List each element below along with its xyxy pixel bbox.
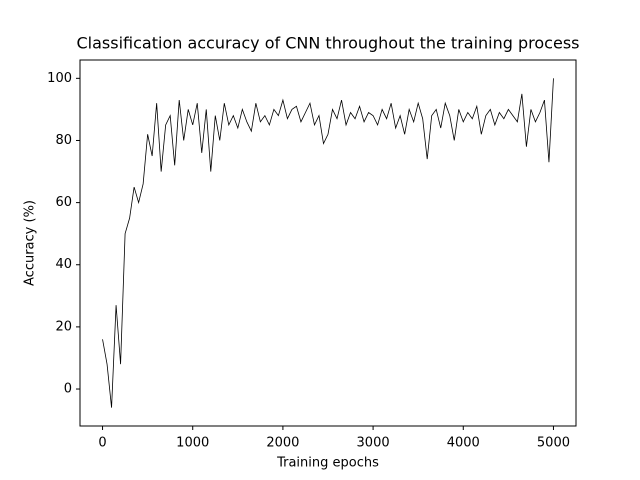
chart-title: Classification accuracy of CNN throughou… [77, 34, 580, 53]
x-tick-label: 2000 [266, 436, 299, 451]
plot-frame [79, 59, 577, 427]
x-tick-label: 5000 [537, 436, 570, 451]
data-line [102, 78, 554, 408]
x-axis-label: Training epochs [276, 456, 379, 471]
y-tick-label: 80 [55, 133, 72, 148]
x-tick-label: 1000 [176, 436, 209, 451]
y-tick-label: 100 [47, 71, 72, 86]
y-tick-label: 0 [64, 382, 72, 397]
y-axis-label: Accuracy (%) [23, 200, 38, 286]
x-tick-label: 3000 [357, 436, 390, 451]
x-tick-label: 0 [98, 436, 106, 451]
y-tick-label: 20 [55, 319, 72, 334]
y-tick-label: 40 [55, 257, 72, 272]
x-tick-label: 4000 [447, 436, 480, 451]
y-tick-label: 60 [55, 195, 72, 210]
